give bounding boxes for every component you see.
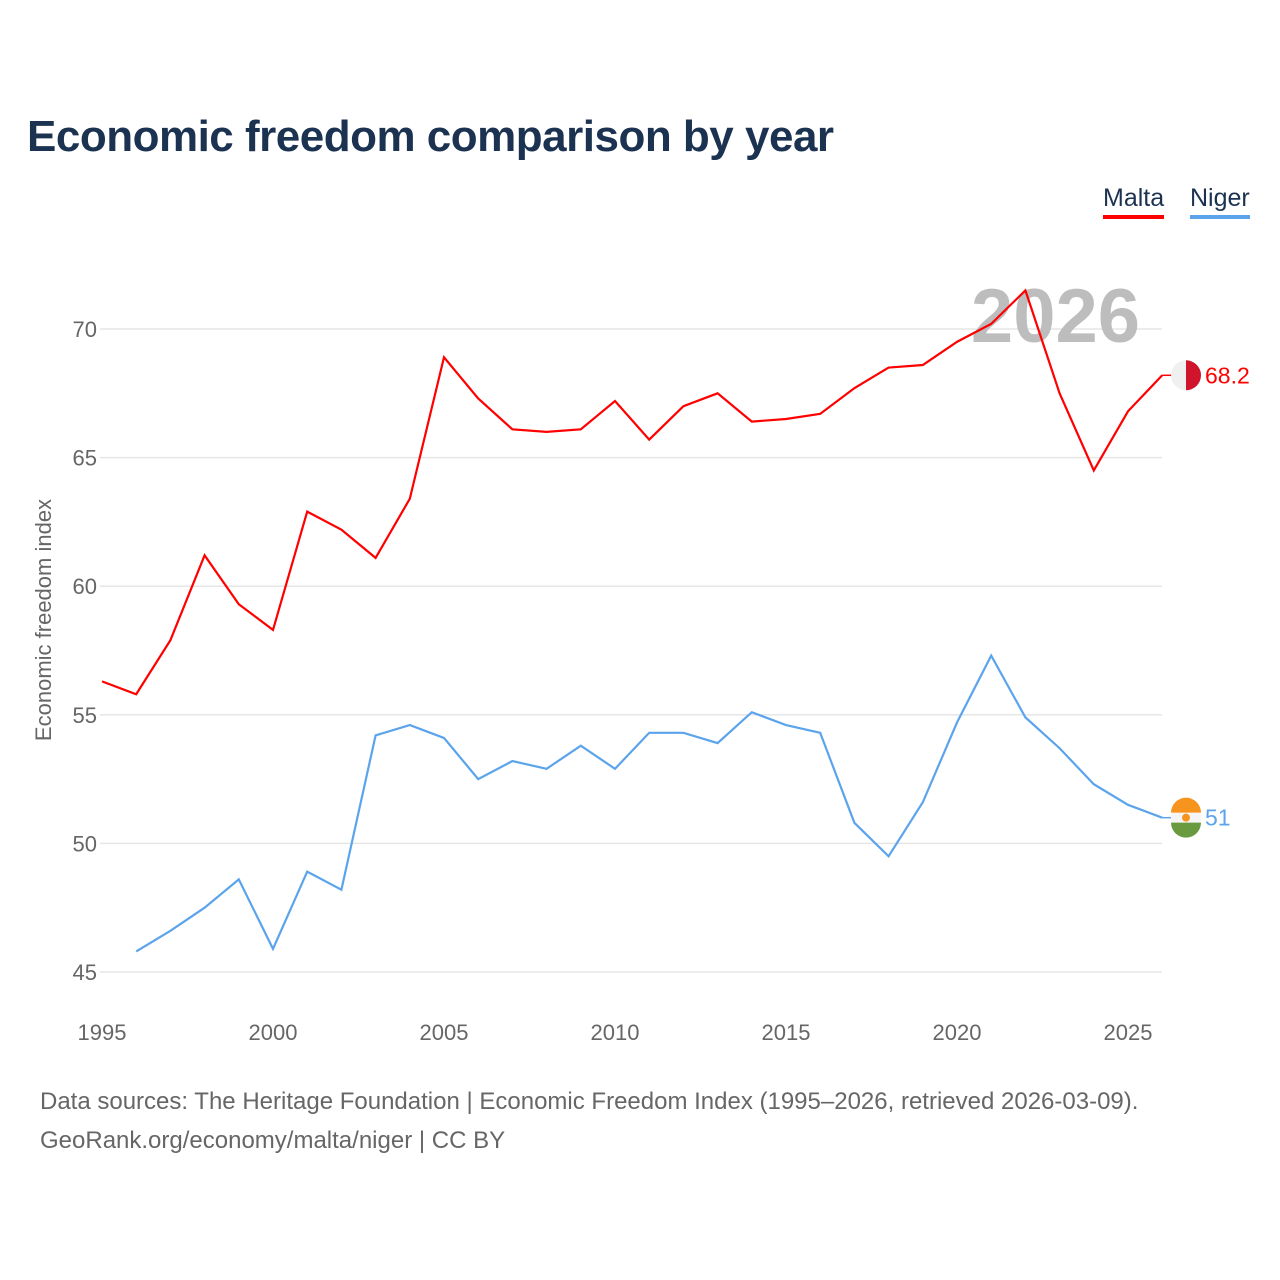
y-tick-label: 60	[73, 574, 97, 599]
y-tick-label: 55	[73, 703, 97, 728]
niger-flag-sun	[1182, 813, 1190, 822]
year-watermark: 2026	[971, 274, 1140, 359]
series-line-malta	[101, 288, 1163, 696]
series-line-niger	[135, 653, 1163, 953]
footer-credit: GeoRank.org/economy/malta/niger | CC BY	[40, 1127, 506, 1154]
x-tick-label: 2005	[420, 1020, 469, 1045]
end-value-label: 51	[1205, 805, 1231, 831]
niger-flag-green	[1171, 822, 1201, 838]
y-axis-label: Economic freedom index	[31, 499, 56, 741]
y-tick-label: 70	[73, 317, 97, 342]
y-tick-label: 65	[73, 446, 97, 471]
x-tick-label: 1995	[78, 1020, 127, 1045]
chart-title: Economic freedom comparison by year	[27, 112, 834, 161]
x-tick-label: 2020	[933, 1020, 982, 1045]
malta-flag-red-half	[1186, 360, 1202, 391]
niger-flag-orange	[1171, 797, 1201, 813]
legend-niger[interactable]: Niger	[1190, 184, 1250, 219]
footer-sources: Data sources: The Heritage Foundation | …	[40, 1088, 1139, 1115]
legend-malta[interactable]: Malta	[1103, 184, 1165, 219]
end-value-label: 68.2	[1205, 362, 1250, 388]
y-tick-label: 50	[73, 831, 97, 856]
x-tick-label: 2010	[591, 1020, 640, 1045]
x-tick-label: 2015	[762, 1020, 811, 1045]
y-tick-label: 45	[73, 960, 97, 985]
x-tick-label: 2000	[249, 1020, 298, 1045]
x-tick-label: 2025	[1104, 1020, 1153, 1045]
